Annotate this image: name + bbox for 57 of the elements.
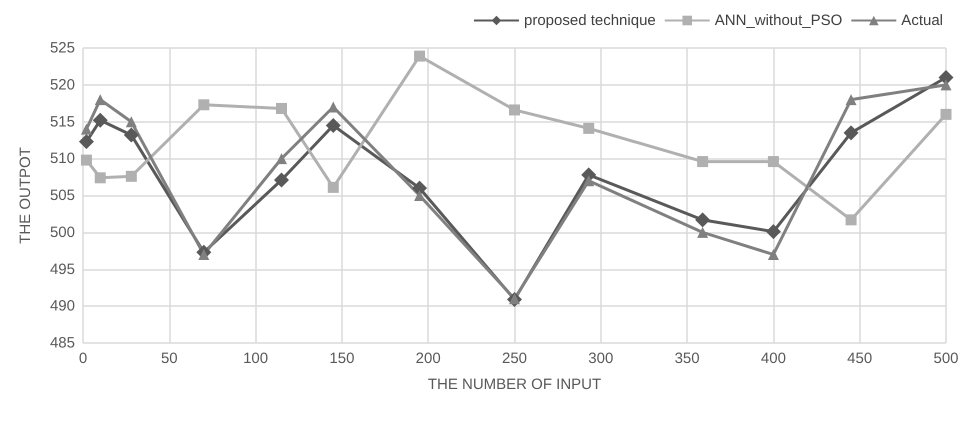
point [695,212,710,228]
point [768,249,779,260]
point [938,70,954,85]
point [509,104,520,116]
point [124,128,139,143]
x-tick-label: 400 [760,350,786,367]
point [697,226,708,238]
x-tick-label: 450 [847,350,872,367]
point [940,108,952,120]
point [78,134,94,150]
y-tick-label: 515 [50,113,75,130]
point [126,170,137,182]
point [697,156,708,168]
point [328,182,339,193]
point [766,224,781,240]
point [126,116,137,128]
x-tick-label: 350 [674,350,700,367]
point [412,180,428,196]
point [326,118,341,133]
point [94,172,106,184]
x-tick-label: 300 [588,350,614,367]
y-axis-title: THE OUTPOT [17,147,34,244]
point [414,50,426,62]
x-axis-title: THE NUMBER OF INPUT [428,376,602,393]
x-tick-label: 50 [160,350,178,367]
x-tick-label: 100 [243,350,268,367]
y-tick-label: 495 [50,260,75,278]
point [80,124,92,135]
legend-label: ANN_without_PSO [714,12,842,29]
point [198,99,210,110]
y-tick-label: 485 [50,334,75,352]
x-tick-label: 200 [416,350,441,367]
point [583,175,594,186]
y-tick-label: 525 [50,40,75,56]
point [276,153,287,164]
point [92,112,108,128]
point [94,94,106,106]
point [846,214,857,226]
legend-label: proposed technique [524,12,656,29]
point [274,172,289,188]
y-tick-label: 520 [50,76,75,94]
x-tick-label: 150 [329,350,354,367]
point [583,122,594,134]
y-tick-label: 505 [50,187,75,204]
y-tick-label: 510 [50,150,75,168]
legend-label: Actual [901,12,944,29]
point [276,102,287,114]
x-tick-label: 250 [502,350,528,367]
point [844,125,859,140]
x-tick-label: 500 [933,350,959,367]
point [846,94,857,106]
point [80,154,92,166]
y-tick-label: 490 [50,298,75,315]
x-tick-label: 0 [78,350,88,367]
point [940,79,952,90]
y-tick-label: 500 [50,224,75,241]
point [768,156,779,168]
